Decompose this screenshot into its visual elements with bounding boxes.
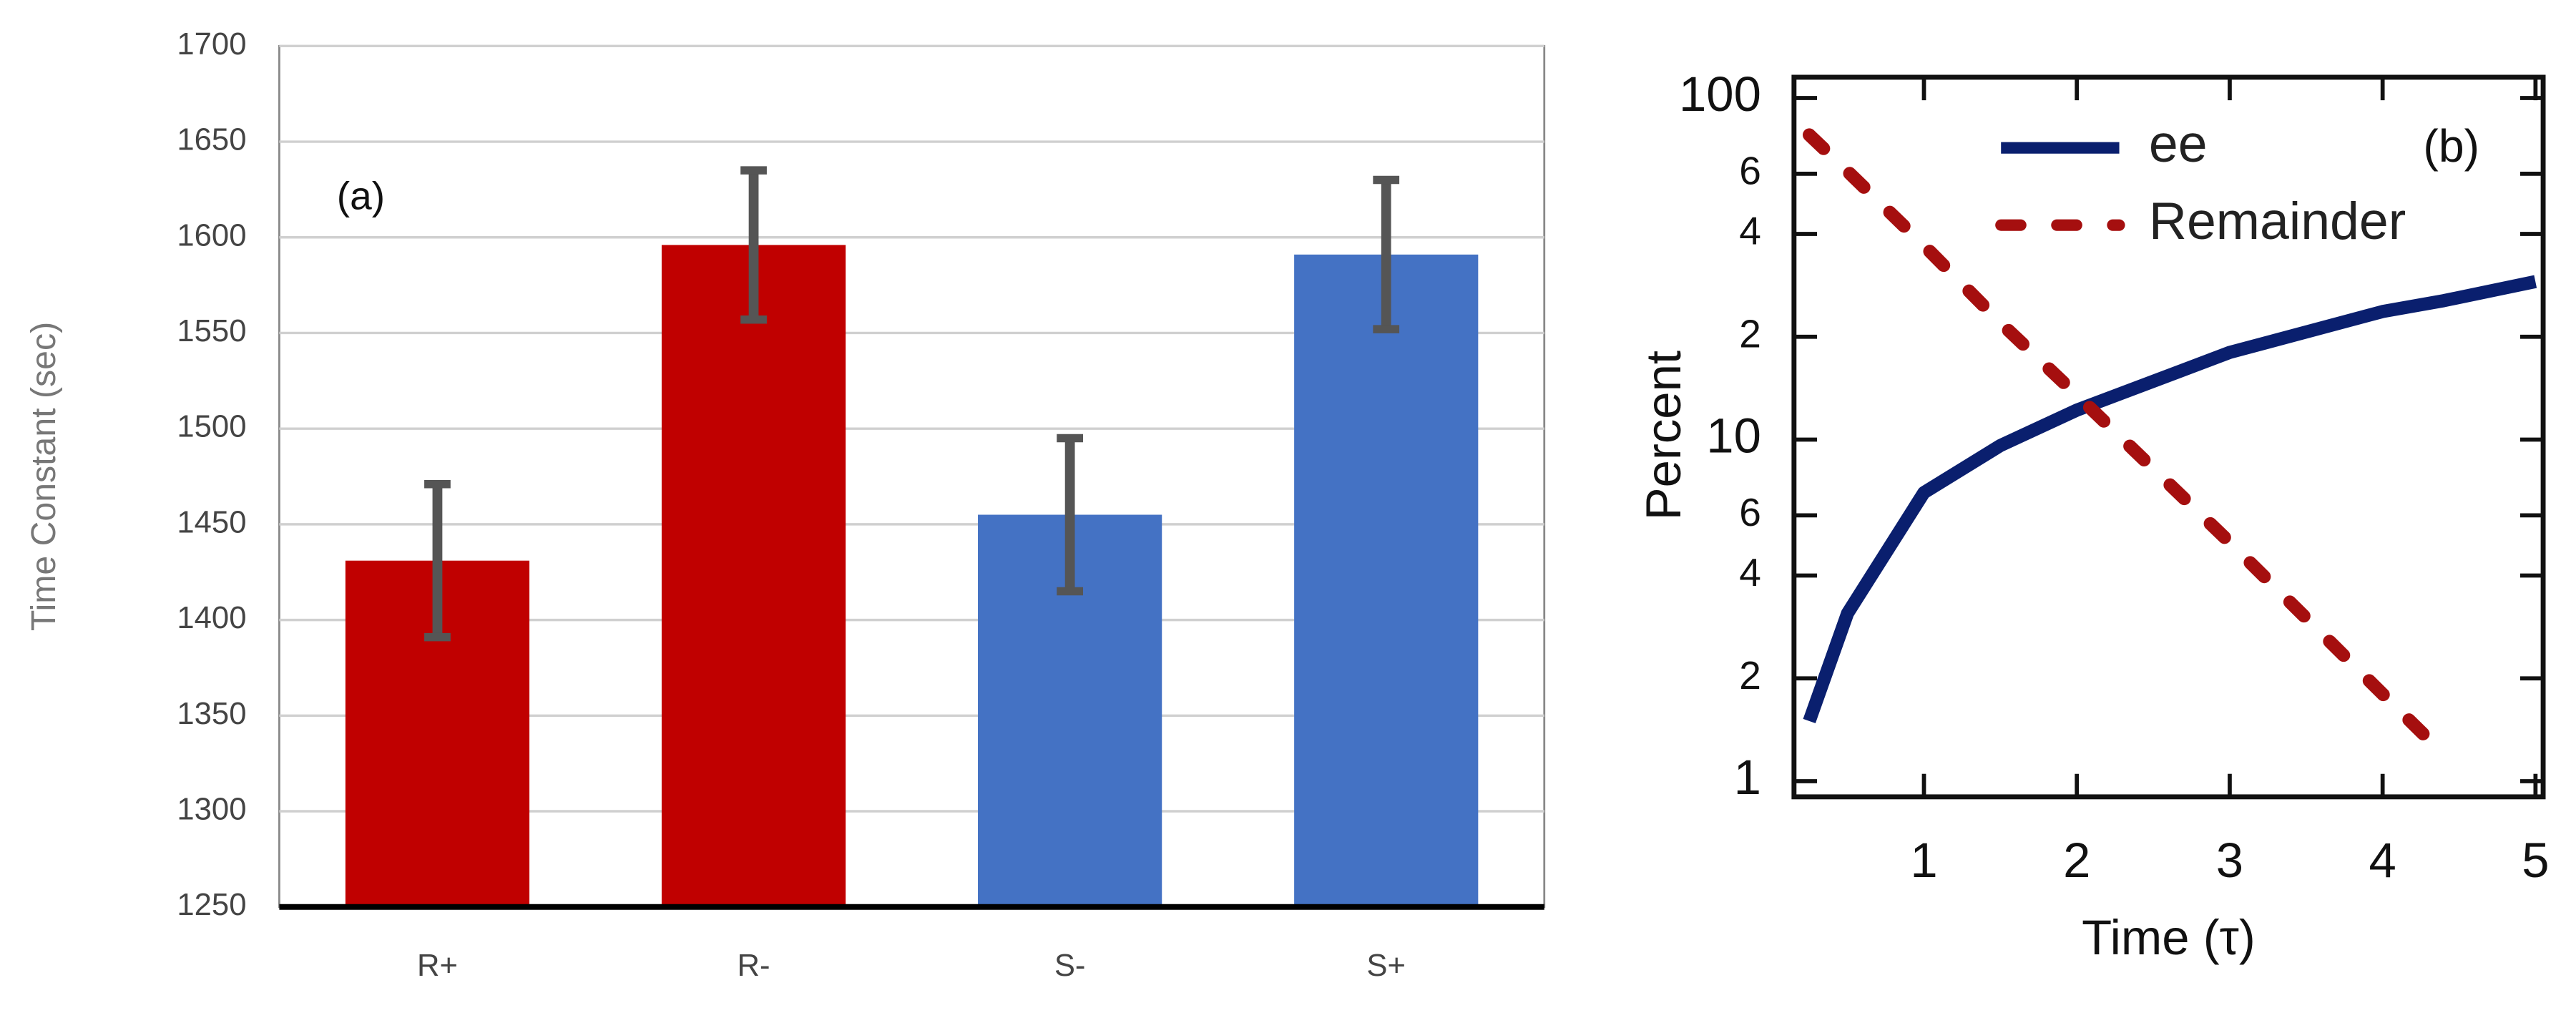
x-tick-label: S+ <box>1366 949 1406 983</box>
bar <box>1294 254 1479 907</box>
x-tick-label: R- <box>738 949 770 983</box>
series-line <box>1803 275 2537 724</box>
y-tick-label: 1650 <box>177 123 246 157</box>
bar <box>661 245 846 907</box>
y-tick-label: 1550 <box>177 314 246 348</box>
y-tick-label: 1 <box>1734 750 1761 805</box>
x-tick-label: 3 <box>2216 833 2243 888</box>
y-tick-label: 1450 <box>177 505 246 539</box>
y-tick-label: 1300 <box>177 793 246 827</box>
series-line <box>1803 128 2451 761</box>
x-tick-label: R+ <box>417 949 458 983</box>
annotation: (b) <box>2423 120 2479 172</box>
y-tick-label: 2 <box>1739 653 1761 698</box>
x-tick-label: 4 <box>2369 833 2396 888</box>
y-tick-label: 1350 <box>177 697 246 731</box>
y-axis-label: Percent <box>1636 351 1691 520</box>
y-tick-label: 6 <box>1739 490 1761 534</box>
legend-label: ee <box>2149 114 2208 173</box>
y-tick-label: 1400 <box>177 601 246 635</box>
x-axis-label: Time (τ) <box>2082 910 2256 965</box>
y-tick-label: 10 <box>1706 408 1761 464</box>
x-tick-label: 1 <box>1910 833 1937 888</box>
y-tick-label: 6 <box>1739 148 1761 192</box>
x-tick-label: 5 <box>2522 833 2549 888</box>
plot-frame-b <box>1791 74 2546 800</box>
x-tick-label: S- <box>1054 949 1086 983</box>
legend-label: Remainder <box>2149 191 2406 250</box>
y-tick-label: 100 <box>1679 67 1761 122</box>
y-tick-label: 1600 <box>177 218 246 253</box>
y-tick-label: 2 <box>1739 311 1761 356</box>
y-tick-label: 1700 <box>177 27 246 62</box>
x-tick-label: 2 <box>2063 833 2090 888</box>
y-tick-label: 1250 <box>177 888 246 922</box>
y-axis-label: Time Constant (sec) <box>24 322 63 631</box>
y-tick-label: 4 <box>1739 550 1761 594</box>
y-tick-label: 1500 <box>177 410 246 444</box>
annotation: (a) <box>337 173 385 217</box>
y-tick-label: 4 <box>1739 209 1761 253</box>
